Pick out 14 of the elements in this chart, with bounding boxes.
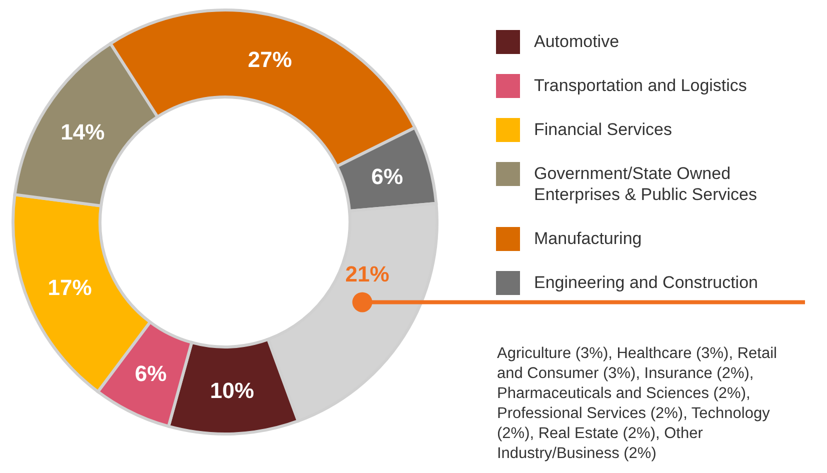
data-label: 21% [345,262,390,287]
data-label: 14% [60,119,105,144]
legend-label: Financial Services [534,120,672,139]
legend-label: Manufacturing [534,229,642,248]
legend-label: Automotive [534,32,620,51]
legend-label: Government/State Owned Enterprises & Public Services [534,164,757,204]
data-label: 6% [134,360,167,386]
text: Agriculture (3%), Healthcare (3%), Retail and Consumer (3%), Insurance (2%), Pharmaceuticals and Sciences (2%), Professional Services (2%), Technology (2%), Real Estate (2%), Other Industry/Business (2%) [497,345,777,462]
data-label: 17% [48,274,92,300]
data-label: 6% [371,164,404,189]
data-label: 10% [210,378,254,403]
data-label: 27% [248,47,292,72]
legend-label: Transportation and Logistics [534,76,747,95]
legend-label: Engineering and Construction [534,273,758,292]
